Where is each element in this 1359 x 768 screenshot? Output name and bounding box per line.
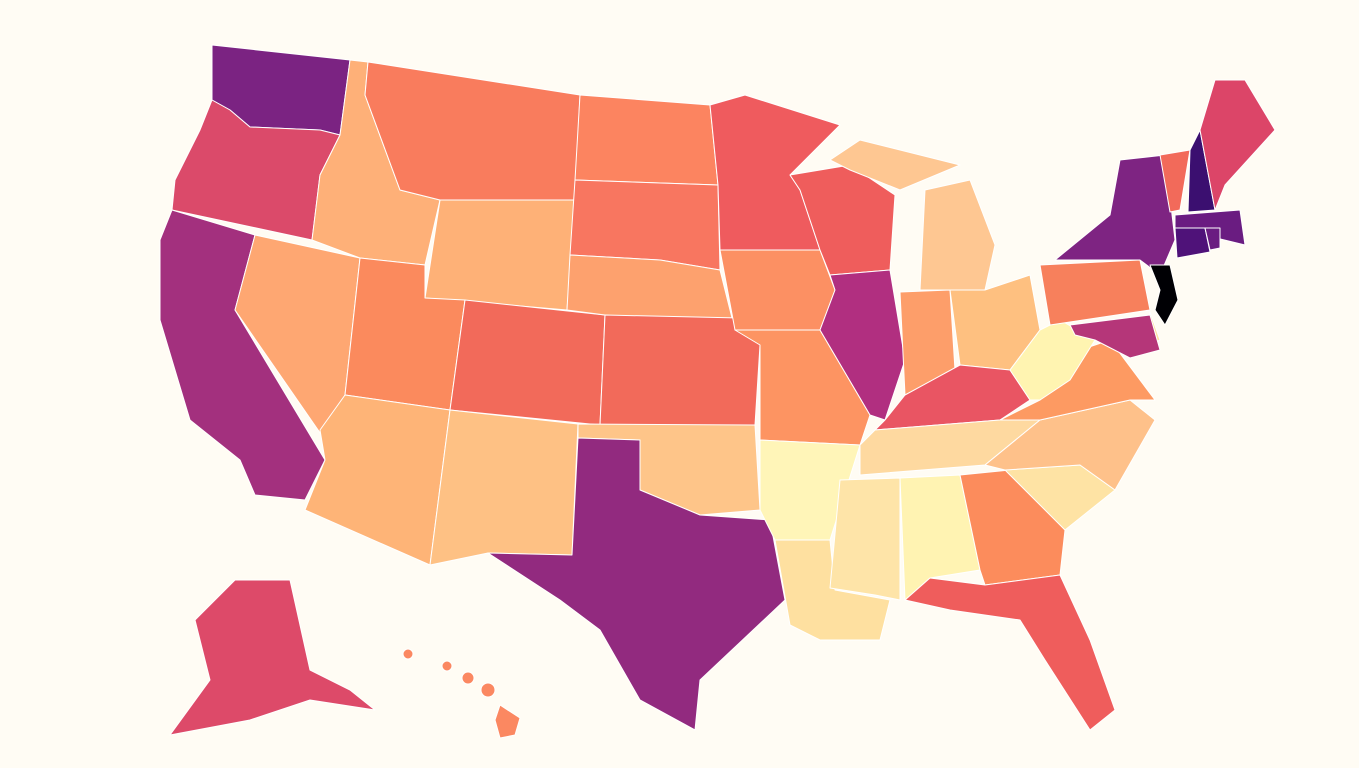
region: [599, 314, 761, 426]
region: [1009, 319, 1096, 401]
region: [1149, 264, 1179, 326]
region: [402, 648, 414, 660]
region: [904, 574, 1116, 731]
region: [899, 474, 981, 601]
region: [719, 249, 836, 331]
region: [449, 299, 606, 426]
region: [1204, 227, 1221, 251]
region: [424, 199, 576, 311]
region: [429, 409, 579, 566]
region: [1039, 259, 1151, 326]
region: [819, 269, 906, 421]
region: [461, 671, 475, 685]
region: [1199, 79, 1276, 211]
region: [774, 539, 891, 641]
region: [1159, 149, 1191, 213]
region: [487, 437, 786, 731]
region: [829, 139, 961, 191]
region: [494, 704, 521, 739]
region: [1069, 314, 1161, 359]
region: [480, 682, 496, 698]
region: [169, 579, 376, 736]
region: [1174, 227, 1211, 259]
region: [574, 94, 719, 186]
region: [402, 648, 521, 739]
region: [829, 477, 901, 601]
region: [441, 660, 453, 672]
region: [919, 179, 996, 291]
